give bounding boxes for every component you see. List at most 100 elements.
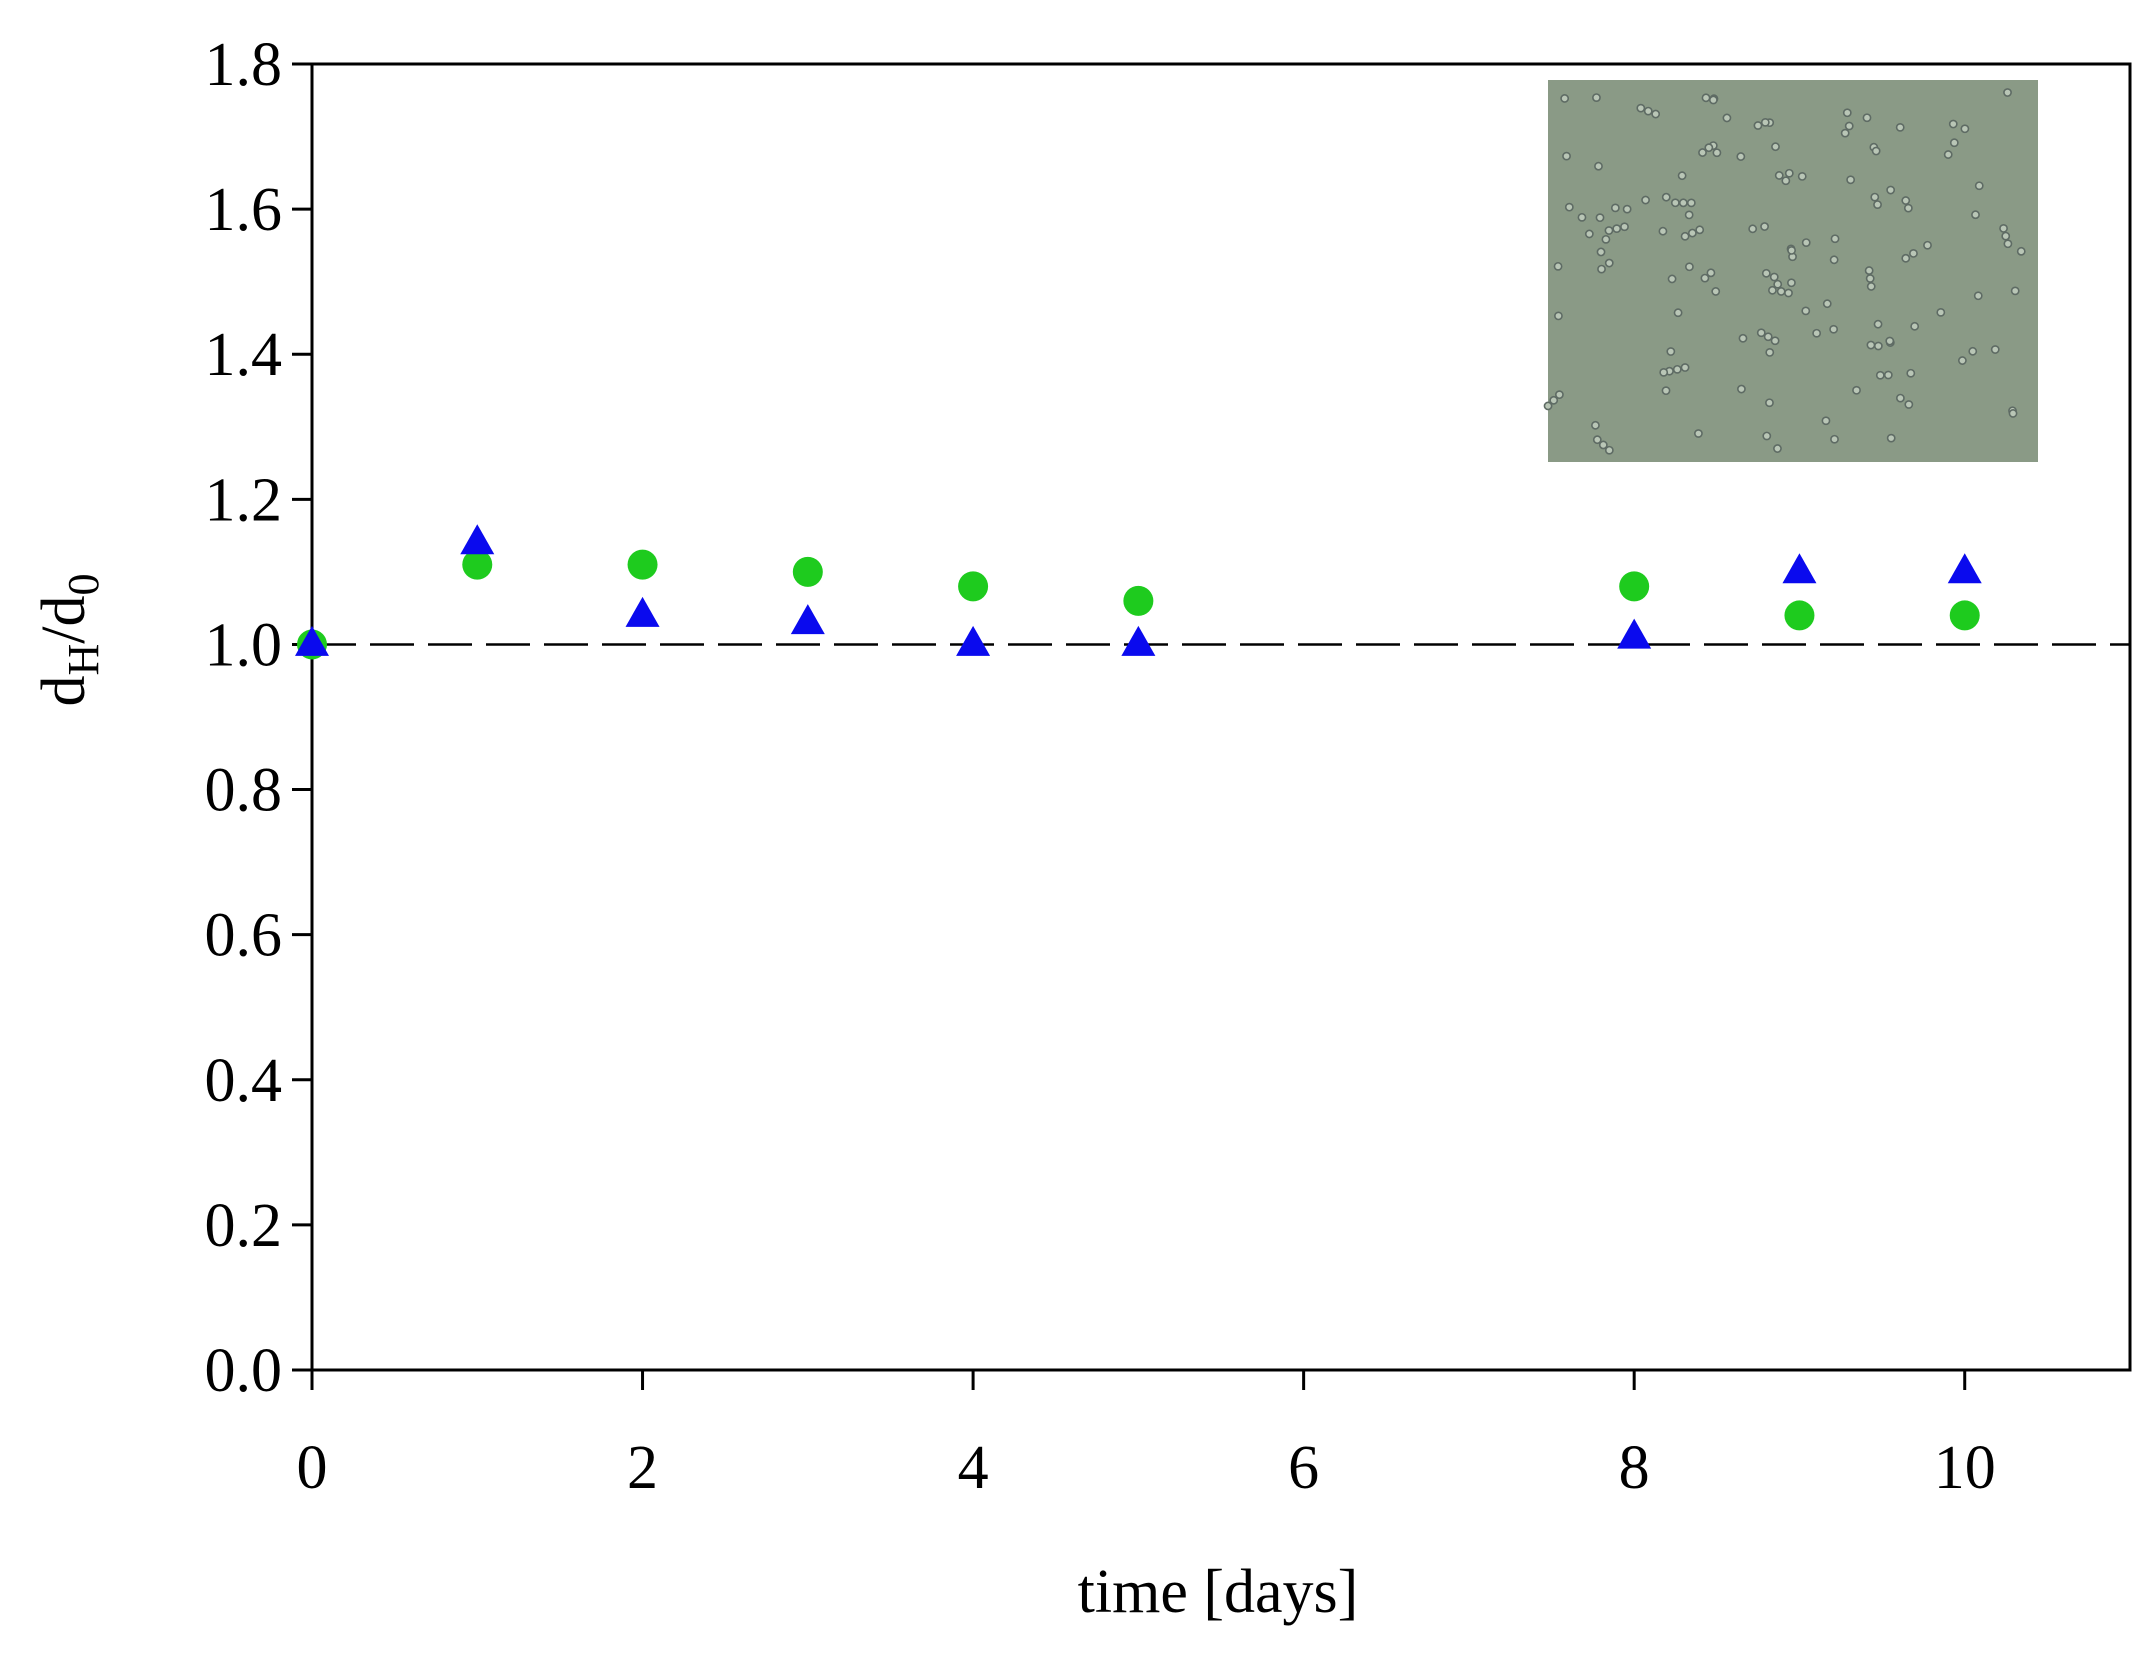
inset-particle — [1773, 444, 1782, 453]
inset-particle — [1901, 253, 1911, 263]
inset-particle — [1909, 249, 1918, 258]
inset-particle — [1812, 328, 1822, 338]
inset-particle — [2008, 409, 2018, 418]
inset-particle — [1722, 113, 1732, 123]
inset-particle — [1773, 279, 1783, 289]
inset-particle — [1667, 274, 1677, 284]
y-tick-label: 1.4 — [205, 321, 283, 389]
inset-particle — [1797, 171, 1807, 181]
data-point-circle — [1784, 600, 1815, 631]
inset-particle — [1738, 333, 1748, 343]
y-tick-label: 0.4 — [205, 1047, 283, 1115]
inset-particle — [1604, 226, 1614, 235]
inset-particle — [1844, 121, 1854, 131]
inset-particle — [1906, 368, 1916, 378]
inset-particle — [1594, 161, 1603, 171]
inset-particle — [1801, 306, 1811, 316]
inset-particle — [1620, 222, 1629, 232]
series-2 — [295, 524, 1982, 656]
inset-particle — [1846, 175, 1856, 185]
inset-particle — [1852, 385, 1861, 395]
data-point-triangle — [1121, 625, 1156, 656]
inset-particle — [1670, 198, 1680, 208]
inset-particle — [2003, 239, 2013, 249]
x-tick-label: 10 — [1934, 1434, 1996, 1502]
inset-particle — [1886, 433, 1896, 443]
inset-particle — [1659, 367, 1669, 377]
inset-particle — [1680, 363, 1690, 372]
inset-particle — [1781, 176, 1791, 186]
inset-micrograph — [1548, 80, 2038, 462]
data-point-triangle — [1947, 553, 1982, 584]
data-point-circle — [462, 549, 493, 580]
data-point-triangle — [625, 596, 660, 627]
inset-particle — [1761, 268, 1771, 278]
inset-particle — [1973, 291, 1983, 301]
data-point-triangle — [1617, 618, 1652, 649]
inset-particle — [1591, 420, 1600, 430]
inset-particle — [1641, 195, 1650, 205]
y-tick-label: 1.8 — [205, 31, 283, 99]
inset-particle — [1753, 121, 1763, 130]
inset-particle — [2003, 88, 2012, 97]
inset-particle — [1684, 210, 1694, 220]
inset-particle — [1769, 272, 1779, 282]
inset-particle — [1873, 319, 1883, 329]
inset-particle — [1784, 168, 1794, 178]
inset-particle — [1866, 282, 1876, 291]
inset-particle — [1903, 203, 1913, 213]
inset-particle — [1598, 440, 1608, 450]
inset-particle — [2001, 231, 2011, 241]
inset-particle — [1871, 146, 1881, 156]
inset-particle — [1666, 347, 1676, 356]
inset-particle — [1763, 332, 1773, 342]
inset-particle — [1554, 311, 1563, 321]
inset-particle — [1584, 229, 1594, 239]
inset-particle — [1895, 122, 1905, 132]
inset-particle — [1770, 336, 1780, 346]
data-marks — [295, 524, 1982, 660]
inset-particle — [1643, 106, 1653, 116]
inset-particle — [1875, 370, 1885, 380]
x-tick-label: 2 — [627, 1434, 658, 1502]
inset-particle — [1704, 143, 1714, 153]
inset-particle — [1830, 434, 1839, 444]
y-tick-label: 1.0 — [205, 611, 283, 679]
inset-particle — [1936, 307, 1946, 317]
inset-particle — [1990, 345, 2000, 354]
inset-particle — [1661, 192, 1671, 202]
inset-particle — [1736, 152, 1746, 161]
inset-particle — [1708, 95, 1718, 105]
inset-particle — [1910, 321, 1920, 331]
inset-particle — [1562, 151, 1571, 161]
inset-particle — [1904, 400, 1914, 409]
inset-particle — [1748, 224, 1758, 234]
inset-particle — [1901, 196, 1911, 205]
plot-frame — [310, 62, 2132, 1372]
inset-particle — [1784, 288, 1793, 298]
data-point-circle — [627, 549, 658, 580]
inset-particle — [1756, 328, 1766, 338]
inset-particle — [1821, 416, 1831, 426]
inset-particle — [1684, 262, 1694, 272]
x-tick-label: 4 — [958, 1434, 989, 1502]
inset-particle — [1822, 299, 1832, 309]
inset-particle — [1564, 202, 1574, 212]
inset-particle — [1771, 142, 1780, 152]
inset-particle — [1737, 384, 1746, 394]
inset-particle — [2016, 246, 2026, 256]
inset-micrograph-group — [1543, 80, 2038, 462]
inset-particle — [1612, 224, 1622, 234]
inset-particle — [1673, 308, 1683, 318]
inset-particle — [1651, 109, 1661, 119]
inset-particle — [1711, 287, 1721, 296]
inset-particle — [1553, 261, 1563, 271]
inset-particle — [1678, 198, 1688, 208]
inset-particle — [1760, 222, 1769, 231]
inset-particle — [1862, 113, 1872, 123]
inset-particle — [1695, 225, 1705, 235]
data-point-circle — [1123, 585, 1154, 616]
y-axis-title-sub-h: H — [59, 644, 108, 676]
inset-particle — [1604, 445, 1614, 455]
